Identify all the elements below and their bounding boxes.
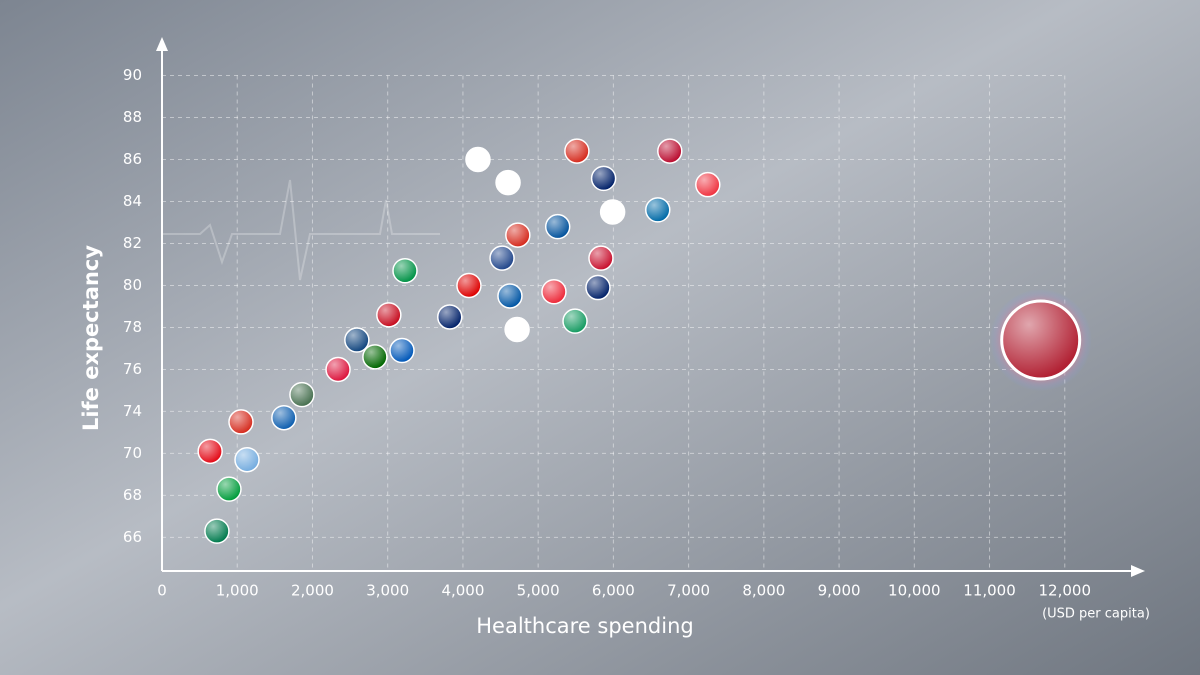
- marker-shine: [564, 139, 589, 164]
- x-tick-label: 11,000: [963, 582, 1016, 600]
- marker-shine: [289, 382, 314, 407]
- x-tick-label: 10,000: [888, 582, 941, 600]
- y-tick-label: 86: [123, 150, 142, 168]
- marker-shine: [496, 170, 521, 195]
- marker-shine: [216, 477, 241, 502]
- y-axis-title: Life expectancy: [79, 245, 103, 431]
- marker-shine: [465, 147, 490, 172]
- marker-shine: [344, 328, 369, 353]
- x-tick-label: 6,000: [592, 582, 635, 600]
- x-tick-label: 8,000: [742, 582, 785, 600]
- x-tick-label: 5,000: [517, 582, 560, 600]
- marker-shine: [505, 223, 530, 248]
- x-axis-arrow: [1131, 565, 1145, 577]
- y-tick-label: 88: [123, 108, 142, 126]
- x-tick-label: 3,000: [366, 582, 409, 600]
- marker-shine: [376, 302, 401, 327]
- y-tick-label: 82: [123, 234, 142, 252]
- marker-shine: [437, 304, 462, 329]
- x-axis-unit: (USD per capita): [1042, 607, 1150, 622]
- marker-shine: [695, 172, 720, 197]
- x-axis-title: Healthcare spending: [476, 614, 693, 638]
- marker-shine: [505, 317, 530, 342]
- marker-shine: [456, 273, 481, 298]
- marker-shine: [600, 199, 625, 224]
- marker-shine: [563, 309, 588, 334]
- marker-shine: [585, 275, 610, 300]
- marker-shine: [588, 246, 613, 271]
- x-tick-label: 12,000: [1039, 582, 1092, 600]
- marker-shine: [204, 519, 229, 544]
- ecg-decoration: [162, 179, 440, 281]
- y-tick-label: 80: [123, 276, 142, 294]
- y-tick-label: 68: [123, 486, 142, 504]
- marker-shine: [389, 338, 414, 363]
- marker-shine: [1001, 301, 1080, 380]
- y-tick-label: 74: [123, 402, 142, 420]
- marker-shine: [657, 139, 682, 164]
- y-axis-arrow: [156, 37, 168, 51]
- y-tick-label: 66: [123, 528, 142, 546]
- y-tick-label: 90: [123, 66, 142, 84]
- marker-shine: [235, 447, 260, 472]
- marker-shine: [545, 214, 570, 239]
- marker-shine: [392, 258, 417, 283]
- x-tick-label: 4,000: [441, 582, 484, 600]
- marker-shine: [228, 409, 253, 434]
- plot-area: 66 68 70 74 76 78 80 82 84 86 88 90 0 1,000 2,000 3,000…: [123, 66, 1092, 600]
- marker-shine: [326, 357, 351, 382]
- y-tick-label: 78: [123, 318, 142, 336]
- marker-shine: [271, 405, 296, 430]
- marker-shine: [497, 283, 522, 308]
- x-tick-label: 2,000: [291, 582, 334, 600]
- x-tick-label: 9,000: [818, 582, 861, 600]
- x-tick-label: 7,000: [667, 582, 710, 600]
- x-tick-label: 0: [157, 582, 167, 600]
- y-tick-label: 84: [123, 192, 142, 210]
- marker-shine: [198, 439, 223, 464]
- x-tick-label: 1,000: [216, 582, 259, 600]
- y-tick-label: 70: [123, 444, 142, 462]
- marker-shine: [362, 344, 387, 369]
- marker-shine: [490, 246, 515, 271]
- y-tick-label: 76: [123, 360, 142, 378]
- marker-shine: [591, 166, 616, 191]
- marker-shine: [645, 197, 670, 222]
- marker-shine: [541, 279, 566, 304]
